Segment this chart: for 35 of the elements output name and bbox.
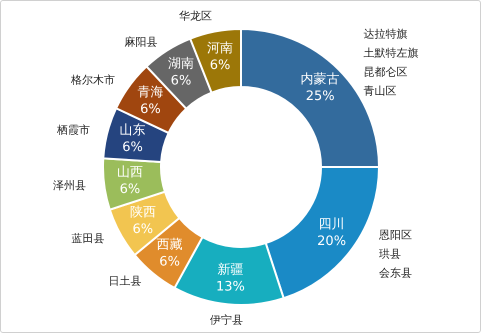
text: 格尔木市 — [70, 74, 115, 87]
text: 恩阳区 — [379, 228, 412, 242]
text: 青山区 — [363, 84, 396, 98]
text: 达拉特旗 — [363, 27, 408, 40]
text: 麻阳县 — [124, 36, 158, 49]
slice-label: 河南 — [207, 40, 234, 56]
text: 珙县 — [379, 247, 402, 260]
data-label: 6% — [210, 58, 230, 73]
data-label: 6% — [170, 73, 192, 88]
slice-label: 内蒙古 — [300, 72, 340, 87]
data-label: 6% — [159, 254, 180, 270]
slice-label: 山东 — [120, 123, 146, 138]
data-label: 20% — [317, 234, 346, 249]
text: 会东县 — [379, 266, 412, 280]
data-label: 6% — [122, 140, 143, 156]
data-label: 13% — [216, 280, 245, 295]
text: 泽州县 — [53, 179, 86, 192]
slice-label: 四川 — [318, 216, 345, 232]
text: 栖霞市 — [56, 124, 90, 137]
slice-label: 陕西 — [130, 204, 156, 220]
data-label: 6% — [132, 222, 154, 237]
text: 土默特左旗 — [363, 46, 418, 60]
text: 日土县 — [108, 274, 142, 288]
data-label: 6% — [120, 182, 140, 198]
slice-label: 青海 — [137, 85, 164, 100]
text: 昆都仑区 — [363, 65, 408, 78]
text: 华龙区 — [178, 10, 212, 23]
slice-label: 新疆 — [217, 262, 244, 278]
slice-label: 湖南 — [168, 56, 194, 72]
text: 伊宁县 — [210, 313, 243, 326]
data-label: 25% — [306, 88, 335, 104]
slice-label: 西藏 — [156, 237, 183, 252]
data-label: 6% — [140, 102, 161, 118]
text: 蓝田县 — [71, 232, 104, 245]
slice-label: 山西 — [116, 165, 143, 180]
